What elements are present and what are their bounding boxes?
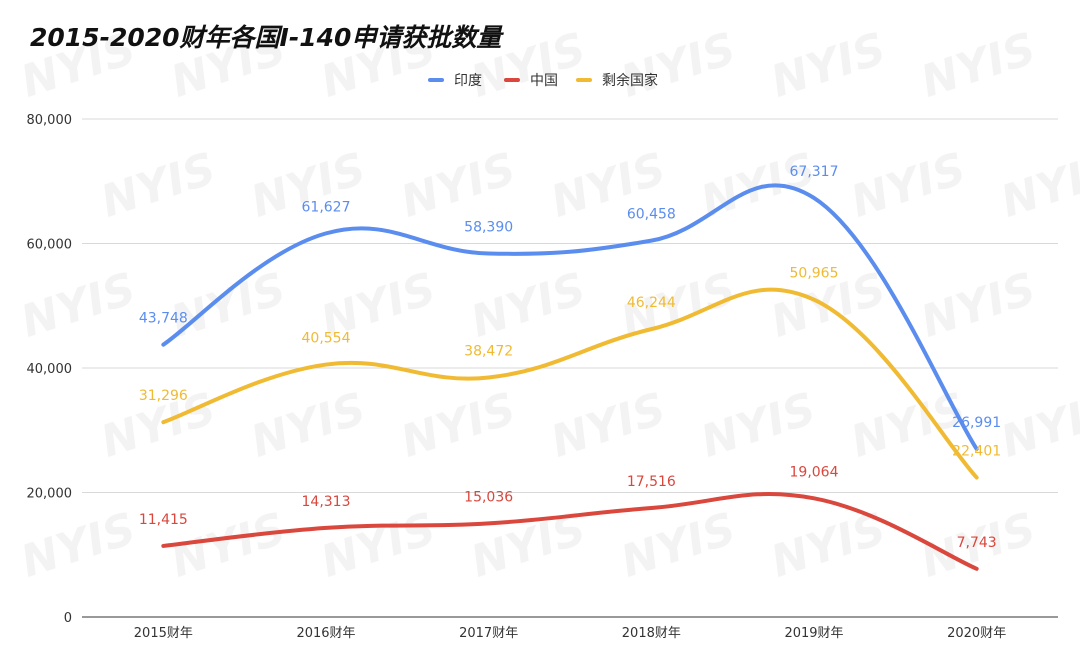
data-label-china: 17,516 — [627, 474, 676, 490]
series-line-china — [161, 492, 979, 571]
legend: 印度 中国 剩余国家 — [0, 70, 1080, 94]
y-tick-label: 40,000 — [27, 362, 73, 377]
data-label-india: 58,390 — [464, 220, 513, 236]
data-label-india: 67,317 — [790, 164, 839, 180]
legend-label-china: 中国 — [530, 73, 558, 89]
x-tick-label: 2017财年 — [459, 626, 518, 641]
legend-item-india: 印度 — [428, 70, 482, 90]
data-label-others: 40,554 — [302, 331, 351, 347]
y-tick-label: 0 — [64, 611, 72, 626]
data-label-india: 26,991 — [952, 415, 1001, 431]
legend-swatch-others — [576, 78, 592, 82]
legend-swatch-china — [504, 78, 520, 82]
legend-swatch-india — [428, 78, 444, 82]
y-tick-label: 60,000 — [27, 238, 73, 253]
data-label-china: 11,415 — [139, 512, 188, 528]
chart-title: 2015-2020财年各国I-140申请获批数量 — [30, 23, 502, 52]
legend-label-india: 印度 — [454, 73, 482, 89]
data-label-others: 46,244 — [627, 295, 676, 311]
series-line-others — [161, 287, 979, 480]
x-tick-label: 2018财年 — [622, 626, 681, 641]
x-tick-label: 2019财年 — [784, 626, 843, 641]
data-label-others: 31,296 — [139, 388, 188, 404]
data-label-others: 38,472 — [464, 344, 513, 360]
x-tick-label: 2015财年 — [134, 626, 193, 641]
x-tick-label: 2020财年 — [947, 626, 1006, 641]
data-label-others: 22,401 — [952, 444, 1001, 460]
data-label-india: 60,458 — [627, 207, 676, 223]
data-label-china: 14,313 — [302, 494, 351, 510]
data-label-india: 61,627 — [302, 199, 351, 215]
legend-label-others: 剩余国家 — [602, 73, 658, 89]
data-label-india: 43,748 — [139, 311, 188, 327]
legend-item-others: 剩余国家 — [576, 70, 658, 90]
y-tick-label: 20,000 — [27, 487, 73, 502]
data-label-china: 7,743 — [957, 535, 997, 551]
data-label-others: 50,965 — [790, 266, 839, 282]
data-label-china: 19,064 — [790, 464, 839, 480]
series-line-india — [161, 183, 979, 451]
data-label-china: 15,036 — [464, 489, 513, 505]
x-tick-label: 2016财年 — [296, 626, 355, 641]
y-tick-label: 80,000 — [27, 113, 73, 128]
legend-item-china: 中国 — [504, 70, 558, 90]
